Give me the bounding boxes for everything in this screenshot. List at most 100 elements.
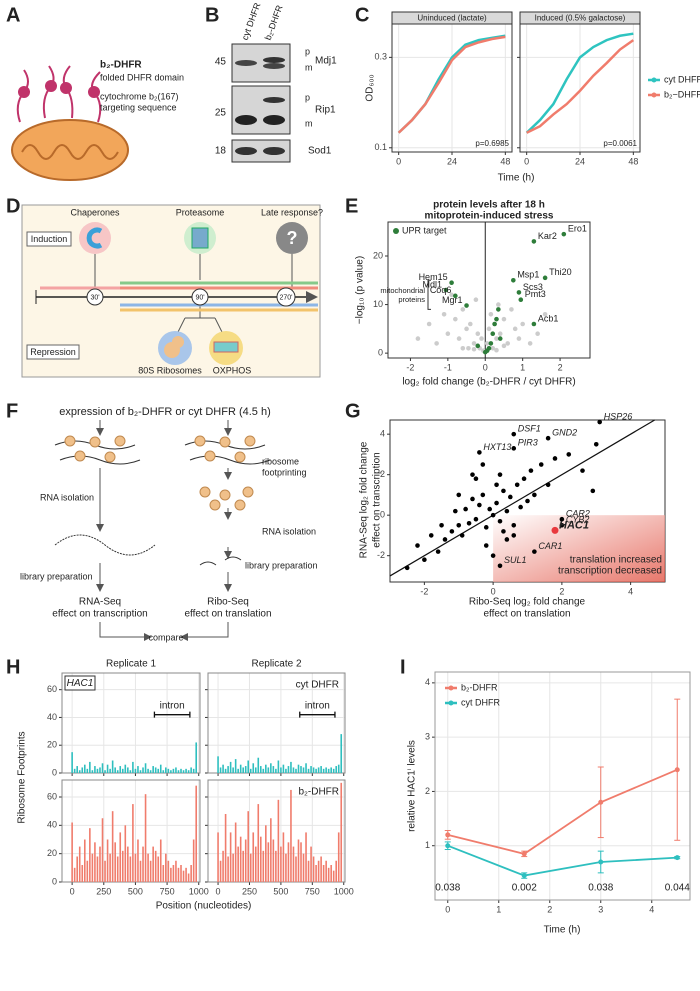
y-tick-label: 1 (425, 840, 430, 850)
point (490, 331, 496, 337)
point (460, 307, 466, 312)
bracket (427, 279, 431, 310)
bar (96, 768, 99, 773)
icon (172, 336, 184, 348)
bar (262, 768, 265, 773)
label: targeting sequence (100, 102, 177, 112)
point (463, 506, 468, 512)
bar (78, 770, 81, 773)
bar (180, 768, 182, 773)
point (456, 492, 462, 498)
bar (83, 764, 86, 773)
x-axis-label: Time (h) (544, 925, 581, 936)
bar (149, 860, 152, 882)
bar (185, 867, 187, 882)
panel-letter: G (345, 400, 361, 422)
chart-title: protein levels after 18 h (433, 200, 545, 211)
bar (104, 860, 106, 882)
bar (139, 770, 142, 773)
bar (96, 856, 99, 882)
x-tick-label: 2 (558, 362, 563, 372)
bar (175, 860, 177, 882)
bar (114, 767, 116, 773)
bar (111, 811, 114, 882)
series-line (397, 35, 506, 134)
point (449, 529, 455, 534)
bar (142, 846, 144, 882)
point (535, 331, 540, 337)
legend-swatch (651, 77, 657, 83)
bar (187, 873, 190, 882)
point (593, 442, 599, 447)
bar (302, 853, 305, 882)
bar (172, 865, 175, 882)
bar (315, 768, 317, 773)
bar (330, 767, 332, 773)
point (475, 331, 481, 337)
point (527, 341, 533, 346)
point (511, 446, 517, 451)
bar (152, 766, 154, 773)
point-label: DSF1 (518, 424, 541, 434)
legend-swatch (448, 685, 454, 691)
point-label: CAR2 (566, 509, 590, 519)
bar (257, 804, 260, 882)
point-label: SUL1 (504, 555, 527, 565)
time: 30' (90, 294, 99, 301)
point (467, 321, 473, 327)
point (456, 523, 462, 528)
label: 80S Ribosomes (138, 365, 202, 375)
point (542, 311, 548, 317)
bar (244, 839, 247, 882)
point-label: Ero1 (568, 224, 587, 234)
point (566, 452, 572, 457)
point (480, 492, 486, 498)
point (442, 537, 448, 542)
y-axis-label: RNA-Seq log₂ fold change (359, 441, 370, 558)
bar (332, 870, 335, 882)
p-value: 0.002 (512, 883, 537, 894)
point (520, 321, 525, 327)
bar (162, 865, 165, 882)
point (598, 799, 604, 805)
bar (81, 865, 84, 882)
point (434, 341, 439, 346)
bar (154, 767, 157, 773)
legend-swatch (393, 228, 399, 234)
bar (257, 757, 260, 773)
point (488, 311, 494, 317)
result: Ribo-Seq (207, 597, 249, 608)
result: RNA-Seq (79, 597, 121, 608)
p-value: 0.044 (665, 883, 690, 894)
point (531, 321, 537, 327)
bar (300, 842, 302, 882)
intron-label: intron (305, 700, 330, 711)
point (521, 873, 527, 879)
y-tick-label: 0 (380, 510, 385, 520)
point (470, 472, 475, 477)
bar (287, 766, 290, 773)
column-title: Replicate 2 (251, 659, 301, 670)
y-tick-label: 20 (47, 740, 57, 750)
bar (139, 860, 142, 882)
p-value: 0.038 (588, 883, 613, 894)
bar (182, 770, 185, 773)
point (516, 290, 522, 295)
bar (187, 770, 190, 773)
bar (149, 770, 152, 773)
panel-letter: E (345, 195, 358, 217)
bar (270, 818, 272, 882)
y-tick-label: 0.1 (374, 142, 387, 152)
bracket-label: proteins (398, 295, 425, 304)
bar (234, 822, 237, 882)
bar (325, 860, 327, 882)
bar (71, 752, 73, 773)
step: library preparation (245, 560, 318, 570)
point (453, 293, 458, 299)
bar (252, 832, 255, 882)
x-tick-label: 1000 (189, 886, 209, 896)
x-axis-label: log₂ fold change (b₂-DHFR / cyt DHFR) (402, 377, 575, 388)
point (473, 516, 479, 522)
bar (340, 782, 343, 882)
bar (177, 867, 180, 882)
